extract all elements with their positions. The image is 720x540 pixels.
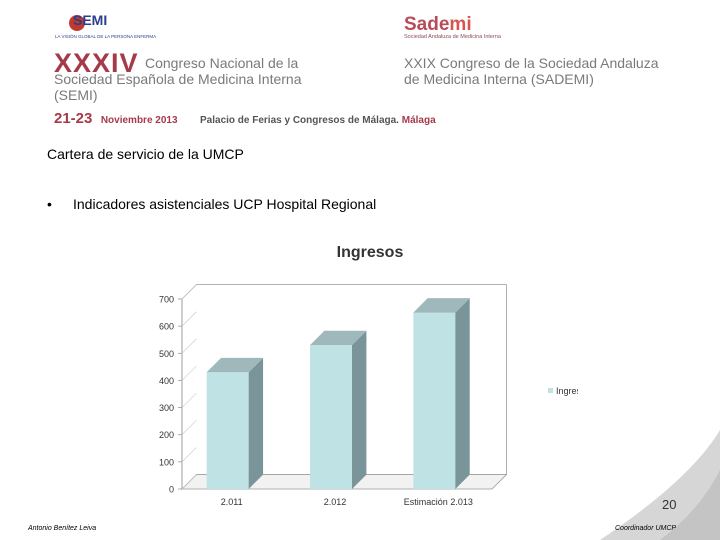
bar-front: [413, 312, 456, 489]
y-tick-label: 200: [159, 430, 174, 440]
y-tick-label: 300: [159, 403, 174, 413]
y-tick-label: 500: [159, 349, 174, 359]
y-tick-label: 700: [159, 295, 174, 305]
y-tick-depth-line: [181, 474, 197, 490]
page-number: 20: [662, 497, 677, 512]
congress1-title-line3: (SEMI): [54, 87, 98, 103]
sademi-logo: Sademi Sociedad Andaluza de Medicina Int…: [404, 14, 501, 40]
bar-front: [206, 372, 249, 489]
bar-side: [352, 330, 367, 489]
y-tick-label: 600: [159, 322, 174, 332]
y-tick-depth-line: [181, 447, 197, 463]
y-tick-depth-line: [181, 338, 197, 354]
event-dates: 21-23: [54, 110, 93, 127]
bullet-text: Indicadores asistenciales UCP Hospital R…: [73, 196, 377, 212]
congress-number: XXXIV: [54, 48, 139, 78]
bar-front: [310, 345, 352, 489]
venue-city: Málaga: [401, 115, 436, 126]
bar-side: [455, 298, 470, 489]
x-tick-label: 2.012: [324, 497, 347, 507]
bar-side: [248, 357, 264, 489]
semi-logo: SEMI LA VISIÓN GLOBAL DE LA PERSONA ENFE…: [55, 12, 156, 48]
sademi-subtitle: Sociedad Andaluza de Medicina Interna: [404, 34, 501, 40]
bar-top: [206, 357, 264, 373]
x-tick-label: Estimación 2.013: [404, 497, 473, 507]
congress1-title-line2: Sociedad Española de Medicina Interna: [54, 71, 302, 87]
legend-label: Ingresos: [556, 386, 578, 396]
y-tick-depth-line: [181, 365, 197, 381]
congress2-title-line2: de Medicina Interna (SADEMI): [404, 71, 594, 87]
slide-title: Cartera de servicio de la UMCP: [47, 146, 244, 162]
y-tick-label: 100: [159, 457, 174, 467]
y-tick-depth-line: [181, 420, 197, 435]
semi-logo-text: SEMI: [73, 12, 108, 28]
y-tick-label: 0: [169, 485, 174, 495]
bar-top: [310, 330, 367, 346]
bullet-symbol: •: [47, 196, 52, 212]
footer-author: Antonio Benítez Leiva: [28, 525, 97, 532]
event-date-venue: 21-23 Noviembre 2013 Palacio de Ferias y…: [54, 110, 436, 128]
y-tick-depth-line: [181, 392, 197, 408]
y-tick-depth-line: [181, 284, 197, 300]
event-venue: Palacio de Ferias y Congresos de Málaga.…: [200, 115, 436, 126]
ingresos-chart: 0 100 200 300 400 500 600 700 Ingresos 2.011 2.012…: [138, 233, 591, 521]
event-month: Noviembre 2013: [100, 115, 178, 126]
semi-logo-emblem: [69, 15, 85, 31]
congress1-title-line1: Congreso Nacional de la: [145, 55, 299, 71]
venue-name: Palacio de Ferias y Congresos de Málaga.: [200, 115, 399, 126]
sademi-logo-mi: mi: [449, 14, 472, 35]
y-tick-depth-line: [181, 311, 197, 327]
congress2-title-line1: XXIX Congreso de la Sociedad Andaluza: [404, 55, 659, 71]
x-tick-label: 2.011: [221, 497, 243, 507]
sademi-logo-text: Sade: [404, 14, 450, 35]
chart-title: Ingresos: [337, 244, 404, 261]
chart-canvas: 0 100 200 300 400 500 600 700 Ingresos 2.011 2.012…: [159, 244, 591, 507]
legend-swatch: [548, 388, 553, 393]
semi-tagline: LA VISIÓN GLOBAL DE LA PERSONA ENFERMA: [55, 34, 157, 39]
y-tick-label: 400: [159, 376, 174, 386]
footer-role: Coordinador UMCP: [615, 525, 677, 532]
bar-top: [413, 298, 470, 313]
